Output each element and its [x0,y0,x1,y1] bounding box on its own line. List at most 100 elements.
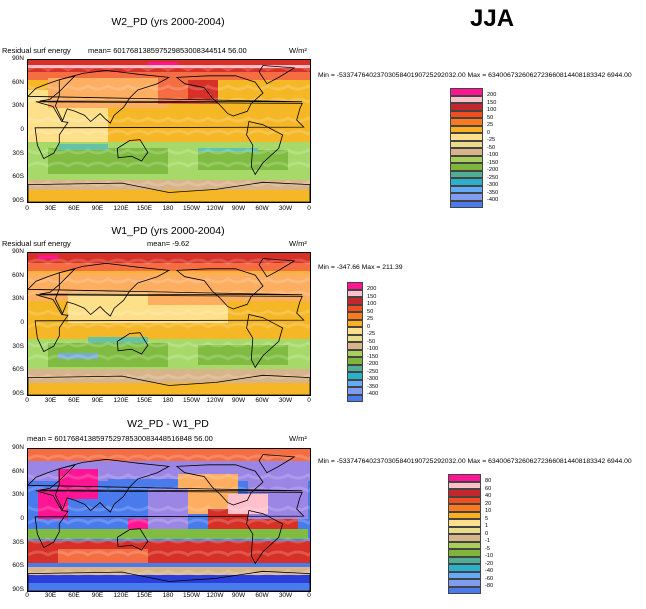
xtick-label: 0 [307,205,311,212]
xtick-label: 150W [183,592,200,599]
panel2-mean: mean= -9.62 [147,239,189,248]
panel3-mean: mean = 601768413859752978530083448516848… [27,434,213,443]
xtick-label: 90E [91,592,104,599]
coastline-sam [246,121,284,176]
coastline-nam [175,464,264,506]
legend-swatch [450,103,483,111]
legend-swatch [347,394,363,402]
panel2-map [27,252,311,396]
field-contour [28,148,310,155]
legend-swatch [347,304,363,312]
field-contour [28,84,310,91]
legend-swatch [448,474,481,482]
field-band [28,575,310,583]
xtick-label: 150W [183,397,200,404]
field-contour [28,277,310,284]
legend-swatch [450,125,483,133]
coastline-sam [246,510,284,565]
legend-label: 25 [487,122,494,128]
panel1-mean: mean= 601768138597529853008344514 56.00 [88,46,247,55]
field-band [28,180,310,190]
xtick-label: 150E [136,205,153,212]
legend-label: -250 [487,174,499,181]
field-contour [28,180,310,187]
legend-label: 0 [487,129,491,136]
legend-swatch [448,526,481,534]
panel3-stats: Min = -5337476402370305840190725292032.0… [318,458,632,465]
xtick-label: 90W [231,397,246,404]
ytick-label: 60S [12,173,24,181]
ytick-label: 0 [20,515,24,522]
xtick-label: 120E [113,397,129,404]
legend-swatch [450,200,483,208]
legend-label: -350 [487,189,499,196]
legend-label: 10 [485,508,492,514]
panel3-legend: 80 60 40 20 10 5 1 0 -1 -5 -10 -20 -40 -60 -80 [448,474,528,594]
panel1-left-label: Residual surf energy [2,46,71,55]
panel2-stats: Min = -347.66 Max = 211.39 [318,264,403,271]
legend-swatch [347,379,363,387]
coastline-greenland [258,65,296,85]
legend-swatch [448,511,481,519]
legend-swatch [347,342,363,350]
legend-label: -200 [367,361,379,367]
legend-label: -25 [487,137,496,143]
field-band [188,80,218,100]
legend-swatch [448,564,481,572]
panel3-field [28,449,310,591]
legend-label: 50 [487,114,494,121]
legend-swatch [448,534,481,542]
xtick-label: 0 [25,205,29,212]
field-band [38,489,68,519]
ytick-label: 30S [12,149,24,157]
ytick-label: 30S [12,538,24,546]
legend-swatch [347,327,363,335]
xtick-label: 120E [113,592,129,599]
field-band [198,345,288,365]
legend-swatch [347,364,363,372]
field-band [228,494,268,514]
legend-label: -350 [367,383,379,390]
panel3-title: W2_PD - W1_PD [127,418,209,430]
legend-swatch [450,148,483,156]
legend-label: 60 [485,485,492,492]
legend-swatch [448,579,481,587]
panel1-legend: 200 150 100 50 25 0 -25 -50 -100 -150 -200 -250 -300… [450,88,530,208]
panel2-title: W1_PD (yrs 2000-2004) [111,225,225,237]
legend-swatch [347,319,363,327]
panel1-units: W/m² [289,46,307,55]
field-band [28,253,310,263]
field-band [28,529,308,539]
legend-label: 1 [485,523,489,529]
field-contour [28,505,310,512]
legend-label: 0 [485,530,489,537]
legend-label: 100 [487,107,497,113]
legend-label: -250 [367,368,379,375]
legend-swatch [450,155,483,163]
field-band [88,337,148,343]
coastline-ant [28,181,310,202]
legend-label: -400 [487,197,499,203]
coastline-greenland [258,258,296,278]
field-band [58,549,148,563]
legend-label: 150 [367,293,377,300]
panel3-units: W/m² [289,434,307,443]
legend-swatch [450,193,483,201]
legend-swatch [347,372,363,380]
legend-swatch [347,349,363,357]
legend-label: -300 [487,182,499,188]
field-contour [28,537,310,544]
ytick-label: 90N [12,55,24,62]
legend-swatch [450,110,483,118]
coastline-africa [34,101,305,160]
legend-label: -40 [485,568,494,574]
legend-swatch [450,178,483,186]
xtick-label: 30E [44,592,57,599]
xtick-label: 30W [278,397,293,404]
legend-label: -300 [367,376,379,382]
legend-label: 0 [367,323,371,330]
legend-label: 50 [367,308,374,315]
field-contour [28,373,310,380]
legend-label: -150 [367,353,379,360]
coastline-sam [246,314,284,369]
